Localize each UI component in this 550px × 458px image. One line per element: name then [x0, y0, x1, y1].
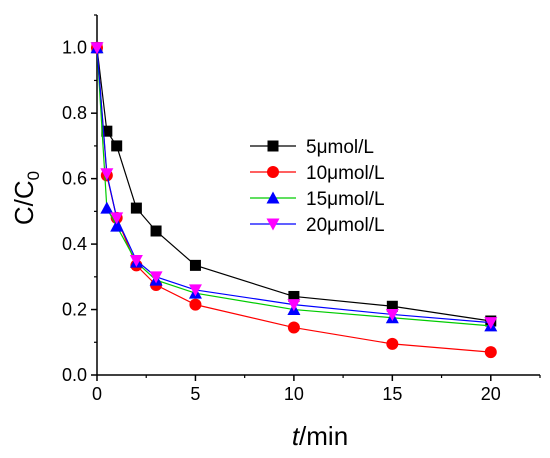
data-point: [130, 202, 142, 214]
data-point: [100, 201, 114, 214]
data-point: [100, 168, 114, 181]
x-tick-label: 0: [92, 384, 102, 404]
data-point: [90, 42, 104, 55]
legend-label: 15μmol/L: [306, 189, 385, 210]
legend-label: 10μmol/L: [306, 163, 385, 184]
y-tick-label: 0.2: [62, 300, 87, 320]
data-point: [129, 254, 143, 267]
legend-label: 20μmol/L: [306, 215, 385, 236]
y-tick-label: 1.0: [62, 38, 87, 58]
x-tick-label: 10: [284, 384, 304, 404]
data-point: [110, 219, 124, 232]
y-tick-label: 0.8: [62, 103, 87, 123]
x-tick-label: 5: [190, 384, 200, 404]
data-point: [189, 259, 201, 271]
y-tick-label: 0.0: [62, 365, 87, 385]
series-layer: [90, 41, 498, 359]
ticks: 0 5 10 15 20 0.0 0.2 0.4 0.6 0.8 1.0: [62, 14, 541, 404]
data-point: [101, 125, 113, 137]
data-point: [189, 298, 202, 311]
y-tick-label: 0.4: [62, 234, 87, 254]
data-point: [386, 300, 398, 312]
legend-marker: [266, 218, 280, 231]
axes: [96, 15, 540, 376]
data-point: [287, 321, 300, 334]
data-point: [288, 290, 300, 302]
x-tick-label: 15: [382, 384, 402, 404]
legend-label: 5μmol/L: [306, 137, 374, 158]
data-point: [110, 212, 124, 225]
data-point: [385, 308, 399, 321]
data-point: [287, 299, 301, 312]
data-point: [386, 337, 399, 350]
data-point: [188, 284, 202, 297]
data-point: [149, 271, 163, 284]
legend: 5μmol/L 10μmol/L 15μmol/L 20μmol/L: [250, 137, 385, 236]
y-axis-title: C/C0: [9, 171, 43, 225]
data-point: [111, 140, 123, 152]
data-point: [484, 317, 498, 330]
legend-marker: [267, 140, 279, 152]
data-point: [484, 346, 497, 359]
legend-marker: [267, 166, 279, 178]
data-point: [150, 225, 162, 237]
x-axis-title: t/min: [292, 421, 348, 451]
legend-marker: [266, 191, 280, 204]
x-tick-label: 20: [481, 384, 501, 404]
y-tick-label: 0.6: [62, 169, 87, 189]
